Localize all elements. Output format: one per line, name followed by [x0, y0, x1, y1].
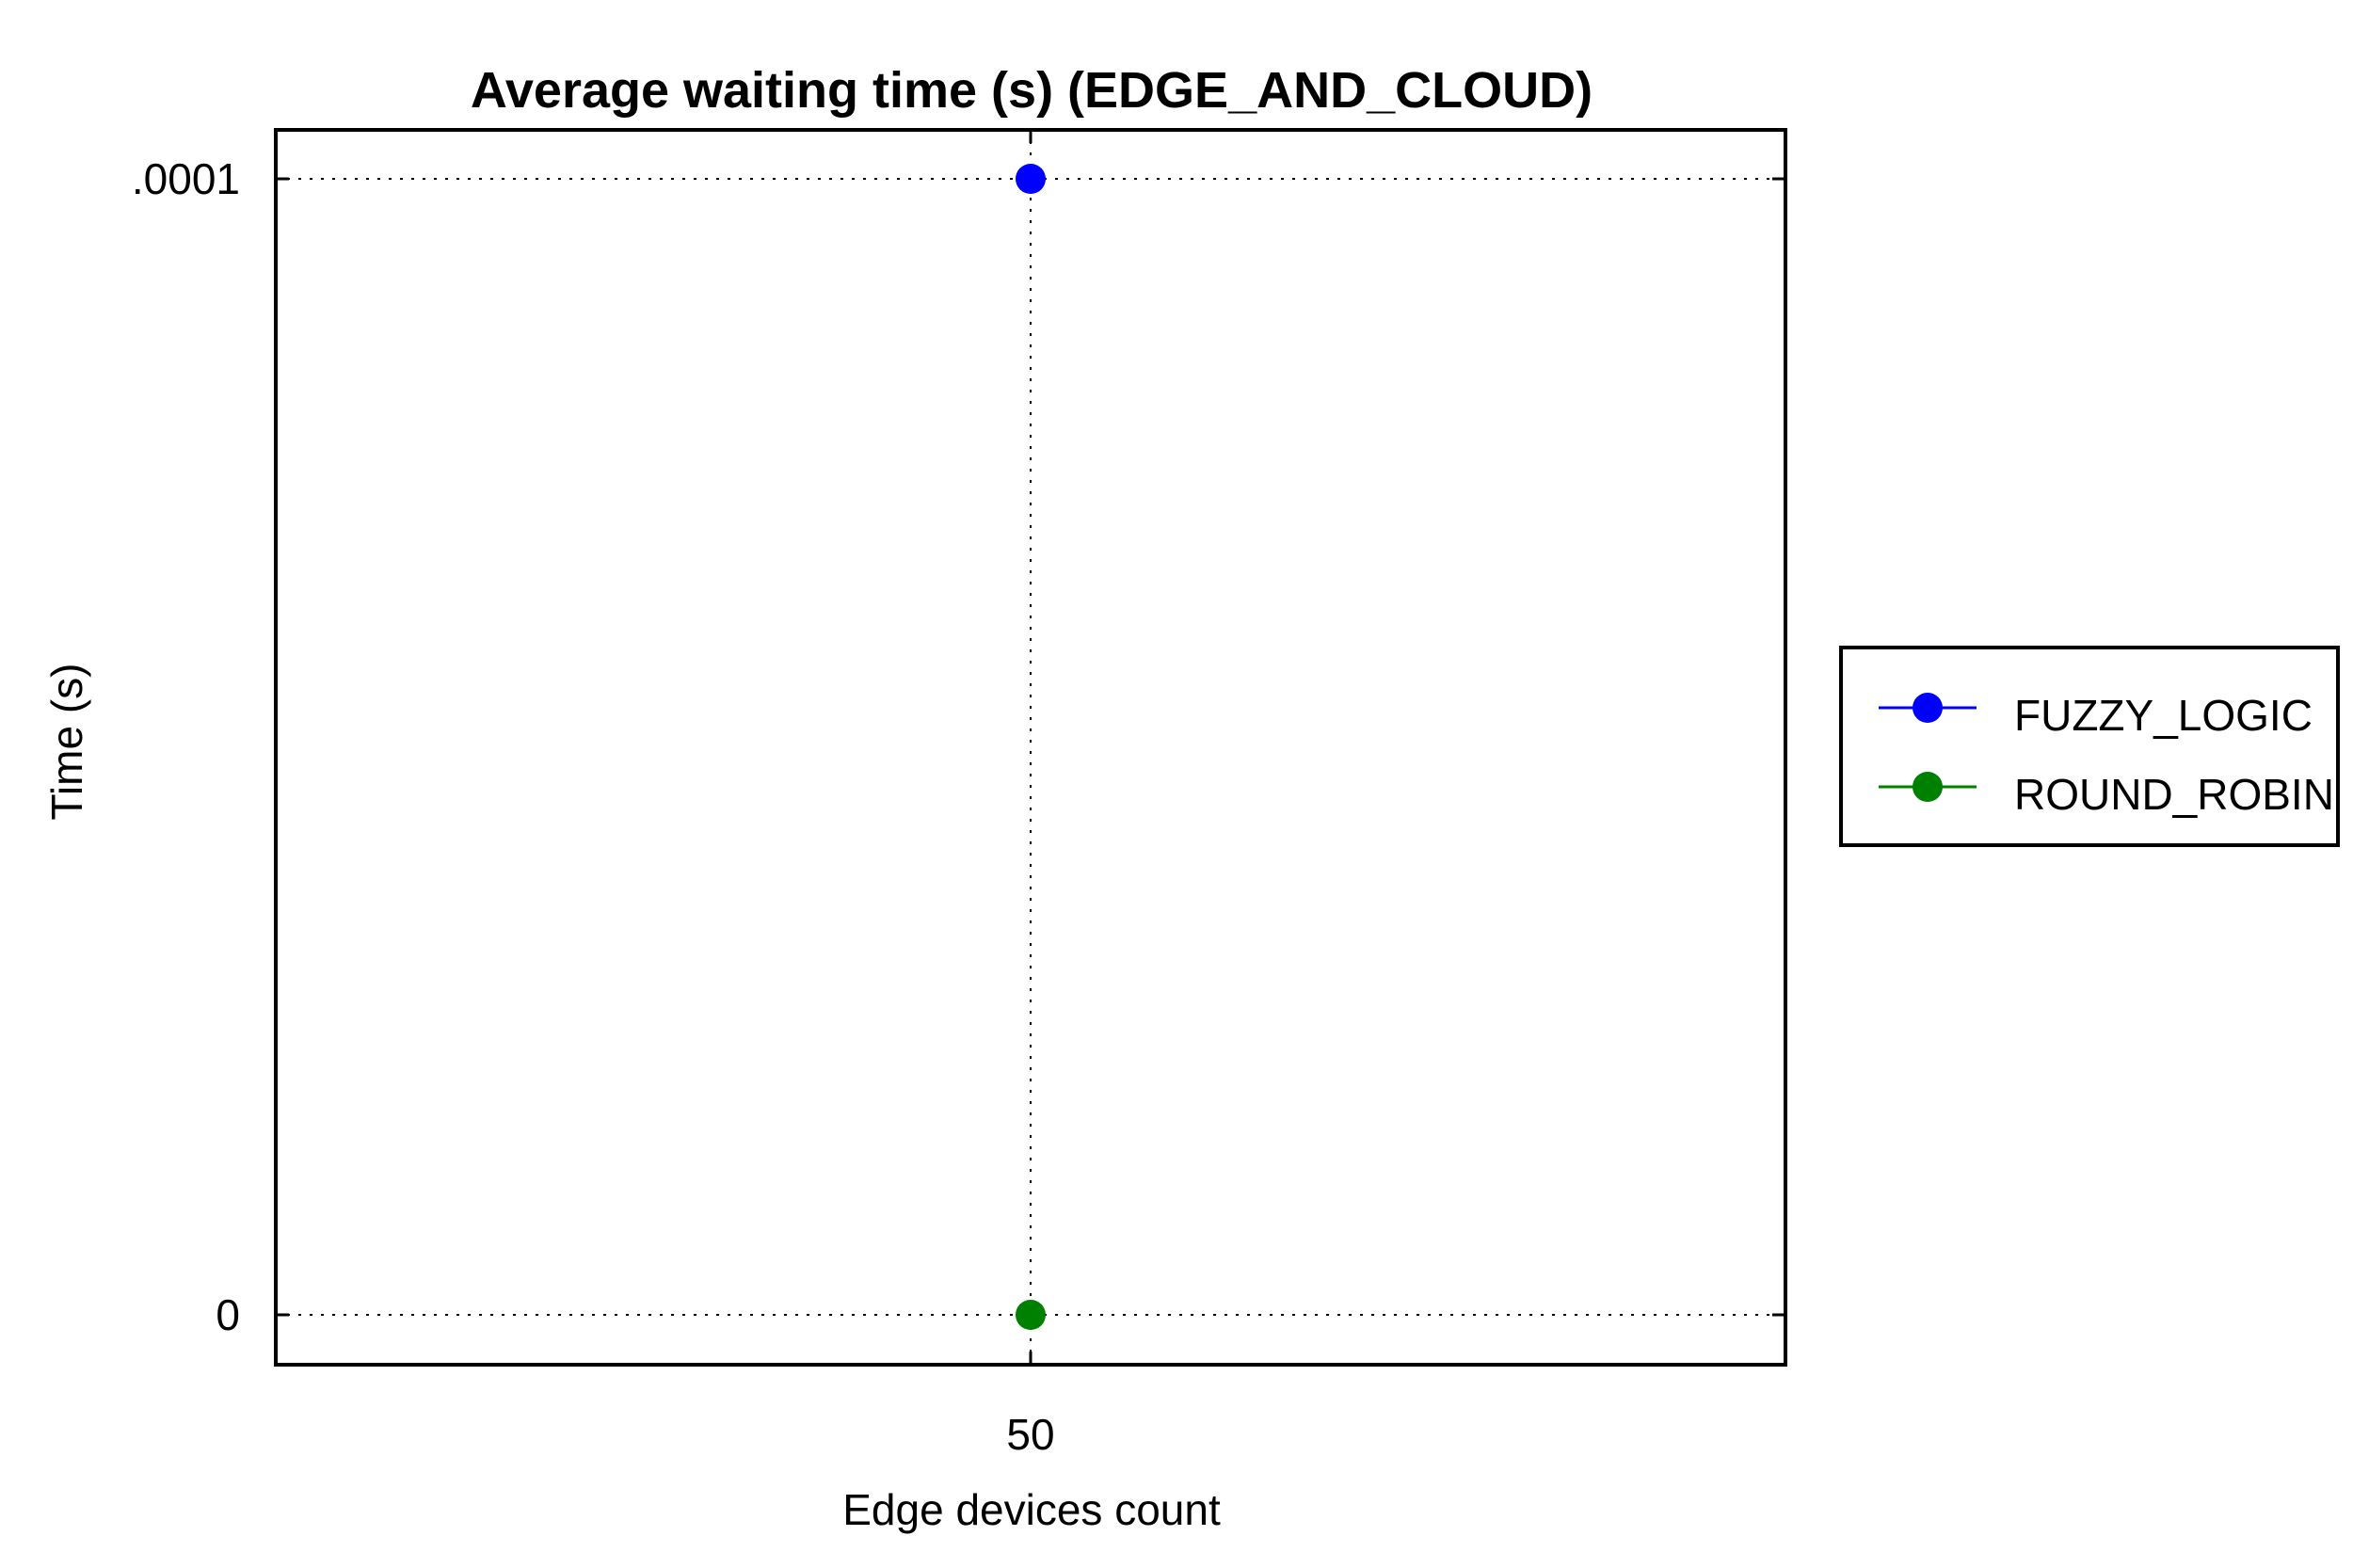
legend-item-fuzzy-logic: FUZZY_LOGIC [1879, 691, 2313, 740]
legend-box [1839, 646, 2340, 847]
tick-labels: .0001 0 50 [132, 154, 1055, 1459]
data-points [1016, 164, 1046, 1330]
legend-label: ROUND_ROBIN [2014, 770, 2334, 819]
data-point-round-robin [1016, 1300, 1046, 1330]
y-tick-label: 0 [216, 1290, 240, 1339]
legend-item-round-robin: ROUND_ROBIN [1879, 770, 2334, 819]
legend-label: FUZZY_LOGIC [2014, 691, 2313, 740]
plot-frame [274, 128, 1787, 1367]
legend-marker [1913, 693, 1943, 723]
y-axis-label: Time (s) [42, 664, 91, 821]
chart-title: Average waiting time (s) (EDGE_AND_CLOUD… [471, 62, 1593, 119]
data-point-fuzzy-logic [1016, 164, 1046, 194]
x-axis-label: Edge devices count [842, 1485, 1221, 1534]
x-tick-label: 50 [1006, 1410, 1054, 1459]
legend-marker [1913, 772, 1943, 802]
legend: FUZZY_LOGIC ROUND_ROBIN [1839, 646, 2340, 847]
y-tick-label: .0001 [132, 154, 240, 203]
ticks [276, 130, 1785, 1365]
grid [276, 130, 1785, 1365]
